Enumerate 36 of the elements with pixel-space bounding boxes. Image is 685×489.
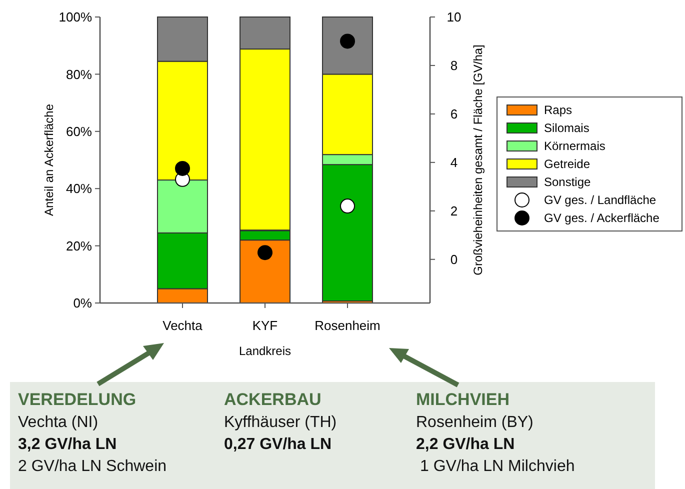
y-tick-label: 0% [73,296,92,311]
legend-label: Körnermais [544,139,606,154]
y2-tick-label: 8 [450,58,458,74]
y2-tick-label: 10 [446,10,462,25]
legend-label: GV ges. / Landfläche [544,193,656,208]
text: 2,2 GV/ha LN [416,436,515,453]
y2-tick-label: 0 [450,252,458,267]
legend-label: Raps [544,103,572,118]
y-axis-title: Anteil an Ackerfläche [42,104,56,216]
x-tick-label: KYF [252,318,278,333]
text: MILCHVIEH [416,390,510,409]
y2-tick-label: 4 [450,154,458,170]
legend-label: Getreide [544,157,590,172]
text: 1 GV/ha LN Milchvieh [420,458,575,475]
y-tick-label: 80% [66,66,92,82]
y-tick-label: 20% [66,238,92,254]
x-axis-title: Landkreis [238,344,292,358]
text: VEREDELUNG [18,390,136,409]
y2-axis-title: Großvieheinheiten gesamt / Fläche [GV/ha] [471,44,485,276]
x-tick-label: Rosenheim [314,318,380,333]
y-tick-label: 100% [58,10,92,25]
text: Rosenheim (BY) [416,414,534,431]
legend-label: GV ges. / Ackerfläche [544,211,660,226]
text: Vechta (NI) [18,414,98,431]
text: 3,2 GV/ha LN [18,436,117,453]
x-tick-label: Vechta [162,318,204,333]
text: 2 GV/ha LN Schwein [18,458,167,475]
y2-tick-label: 2 [450,203,458,218]
legend-label: Sonstige [544,175,592,190]
text: Kyffhäuser (TH) [224,414,337,431]
text: 0,27 GV/ha LN [224,436,332,453]
y-tick-label: 60% [66,124,92,139]
y2-tick-label: 6 [450,106,458,122]
text: ACKERBAU [224,390,322,409]
legend-label: Silomais [544,121,590,136]
y-tick-label: 40% [66,181,92,196]
